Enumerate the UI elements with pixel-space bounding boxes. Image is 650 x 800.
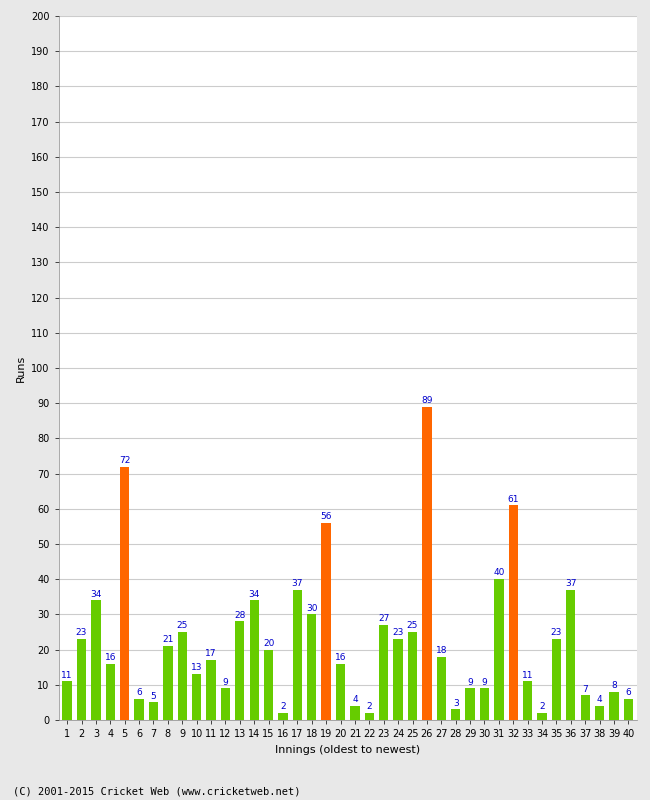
Bar (379, 625, 389, 720)
Text: 17: 17 (205, 650, 217, 658)
Bar (408, 632, 417, 720)
Text: 23: 23 (393, 628, 404, 638)
Bar (595, 706, 604, 720)
Text: 34: 34 (248, 590, 260, 598)
Text: 9: 9 (482, 678, 488, 686)
Bar (235, 622, 244, 720)
Bar (221, 688, 230, 720)
Text: 72: 72 (119, 456, 131, 465)
Text: 34: 34 (90, 590, 101, 598)
Bar (624, 699, 633, 720)
Bar (336, 664, 345, 720)
Text: 16: 16 (105, 653, 116, 662)
Text: 5: 5 (151, 692, 157, 701)
Bar (437, 657, 446, 720)
Text: 89: 89 (421, 396, 433, 405)
Bar (322, 523, 331, 720)
Text: 27: 27 (378, 614, 389, 623)
Bar (62, 682, 72, 720)
Bar (278, 713, 288, 720)
Bar (149, 702, 158, 720)
Text: 56: 56 (320, 512, 332, 521)
Text: 40: 40 (493, 569, 504, 578)
Text: 2: 2 (367, 702, 372, 711)
Bar (451, 710, 460, 720)
Text: 11: 11 (522, 670, 534, 679)
Text: 23: 23 (551, 628, 562, 638)
Bar (91, 600, 101, 720)
Bar (135, 699, 144, 720)
Bar (264, 650, 273, 720)
Text: 9: 9 (222, 678, 228, 686)
Bar (494, 579, 504, 720)
Text: 61: 61 (508, 494, 519, 503)
Bar (538, 713, 547, 720)
Text: 37: 37 (565, 579, 577, 588)
Text: 13: 13 (191, 663, 202, 673)
Bar (206, 660, 216, 720)
Bar (350, 706, 359, 720)
Text: 25: 25 (407, 622, 418, 630)
Text: 4: 4 (597, 695, 603, 704)
Text: 18: 18 (436, 646, 447, 655)
Text: 28: 28 (234, 610, 246, 620)
Bar (250, 600, 259, 720)
Text: 30: 30 (306, 604, 317, 613)
X-axis label: Innings (oldest to newest): Innings (oldest to newest) (275, 745, 421, 754)
Bar (192, 674, 202, 720)
Bar (523, 682, 532, 720)
Text: 6: 6 (625, 688, 631, 697)
Text: 7: 7 (582, 685, 588, 694)
Text: 4: 4 (352, 695, 358, 704)
Bar (422, 406, 432, 720)
Bar (292, 590, 302, 720)
Text: 21: 21 (162, 635, 174, 644)
Bar (120, 466, 129, 720)
Bar (609, 692, 619, 720)
Text: 23: 23 (76, 628, 87, 638)
Text: 3: 3 (453, 698, 458, 708)
Y-axis label: Runs: Runs (16, 354, 25, 382)
Bar (508, 506, 518, 720)
Text: 6: 6 (136, 688, 142, 697)
Bar (77, 639, 86, 720)
Bar (465, 688, 474, 720)
Bar (163, 646, 172, 720)
Text: 25: 25 (177, 622, 188, 630)
Bar (307, 614, 317, 720)
Text: 11: 11 (61, 670, 73, 679)
Text: 8: 8 (611, 681, 617, 690)
Text: 2: 2 (540, 702, 545, 711)
Bar (177, 632, 187, 720)
Bar (365, 713, 374, 720)
Text: (C) 2001-2015 Cricket Web (www.cricketweb.net): (C) 2001-2015 Cricket Web (www.cricketwe… (13, 786, 300, 796)
Bar (580, 695, 590, 720)
Bar (552, 639, 561, 720)
Text: 2: 2 (280, 702, 286, 711)
Text: 9: 9 (467, 678, 473, 686)
Text: 16: 16 (335, 653, 346, 662)
Bar (566, 590, 575, 720)
Text: 37: 37 (292, 579, 303, 588)
Bar (393, 639, 403, 720)
Bar (480, 688, 489, 720)
Text: 20: 20 (263, 639, 274, 648)
Bar (106, 664, 115, 720)
